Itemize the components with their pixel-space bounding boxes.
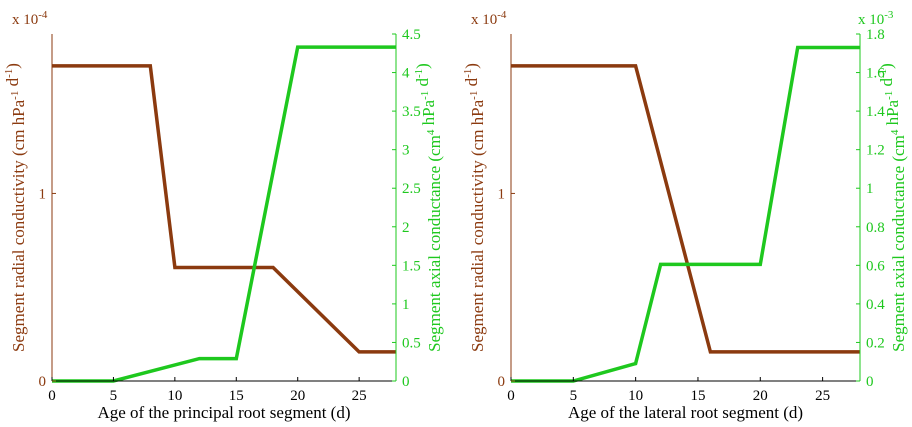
- right-y-tick-label: 1: [866, 181, 874, 197]
- x-tick-label: 20: [753, 388, 768, 404]
- x-tick-label: 0: [507, 388, 515, 404]
- right-y-tick-label: 3.5: [402, 104, 421, 120]
- right-y-tick-label: 4: [402, 66, 410, 82]
- right-y-tick-label: 1.5: [402, 258, 421, 274]
- right-y-tick-label: 1.8: [866, 27, 885, 43]
- left-y-tick-label: 1: [498, 186, 506, 202]
- x-tick-label: 10: [167, 388, 182, 404]
- x-tick-label: 5: [570, 388, 578, 404]
- right-y-tick-label: 2.5: [402, 181, 421, 197]
- radial-conductivity-line: [52, 64, 396, 354]
- right-y-tick-label: 0: [402, 374, 410, 390]
- right-y-tick-label: 4.5: [402, 27, 421, 43]
- x-axis-label: Age of the lateral root segment (d): [568, 403, 803, 422]
- left-y-tick-label: 0: [498, 374, 506, 390]
- x-tick-label: 25: [815, 388, 830, 404]
- right-y-tick-label: 3: [402, 143, 410, 159]
- right-y-tick-label: 0.2: [866, 335, 885, 351]
- right-y-axis-label: Segment axial conductance (cm4 hPa-1 d-1…: [877, 63, 908, 352]
- left-axis-exponent: x 10-4: [471, 9, 507, 28]
- left-axis-exponent: x 10-4: [12, 9, 48, 28]
- x-tick-label: 15: [690, 388, 705, 404]
- right-y-tick-label: 2: [402, 220, 410, 236]
- left-y-axis-label: Segment radial conductivity (cm hPa-1 d-…: [3, 63, 28, 352]
- axial-conductance-line: [511, 45, 860, 383]
- right-y-tick-label: 0: [866, 374, 874, 390]
- left-y-tick-label: 1: [39, 186, 47, 202]
- right-y-tick-label: 0.5: [402, 335, 421, 351]
- radial-conductivity-line: [511, 64, 860, 354]
- right-y-tick-label: 0.6: [866, 258, 885, 274]
- x-tick-label: 10: [628, 388, 643, 404]
- x-tick-label: 15: [229, 388, 244, 404]
- right-y-tick-label: 1.2: [866, 143, 885, 159]
- x-tick-label: 25: [352, 388, 367, 404]
- x-tick-label: 20: [290, 388, 305, 404]
- right-y-tick-label: 1.6: [866, 66, 885, 82]
- right-y-tick-label: 1.4: [866, 104, 885, 120]
- axial-conductance-line: [52, 45, 396, 383]
- chart-panel-2: 0 5 10 15 20 250100.20.40.60.811.21.41.61.8x …: [462, 9, 908, 422]
- right-y-tick-label: 0.8: [866, 220, 885, 236]
- right-y-tick-label: 1: [402, 297, 410, 313]
- x-tick-label: 5: [110, 388, 118, 404]
- x-axis-label: Age of the principal root segment (d): [97, 403, 350, 422]
- right-y-axis-label: Segment axial conductance (cm4 hPa-1 d-1…: [413, 63, 444, 352]
- right-y-tick-label: 0.4: [866, 297, 885, 313]
- left-y-tick-label: 0: [39, 374, 47, 390]
- right-axis-exponent: x 10-3: [858, 9, 894, 28]
- left-y-axis-label: Segment radial conductivity (cm hPa-1 d-…: [462, 63, 487, 352]
- x-tick-label: 0: [48, 388, 56, 404]
